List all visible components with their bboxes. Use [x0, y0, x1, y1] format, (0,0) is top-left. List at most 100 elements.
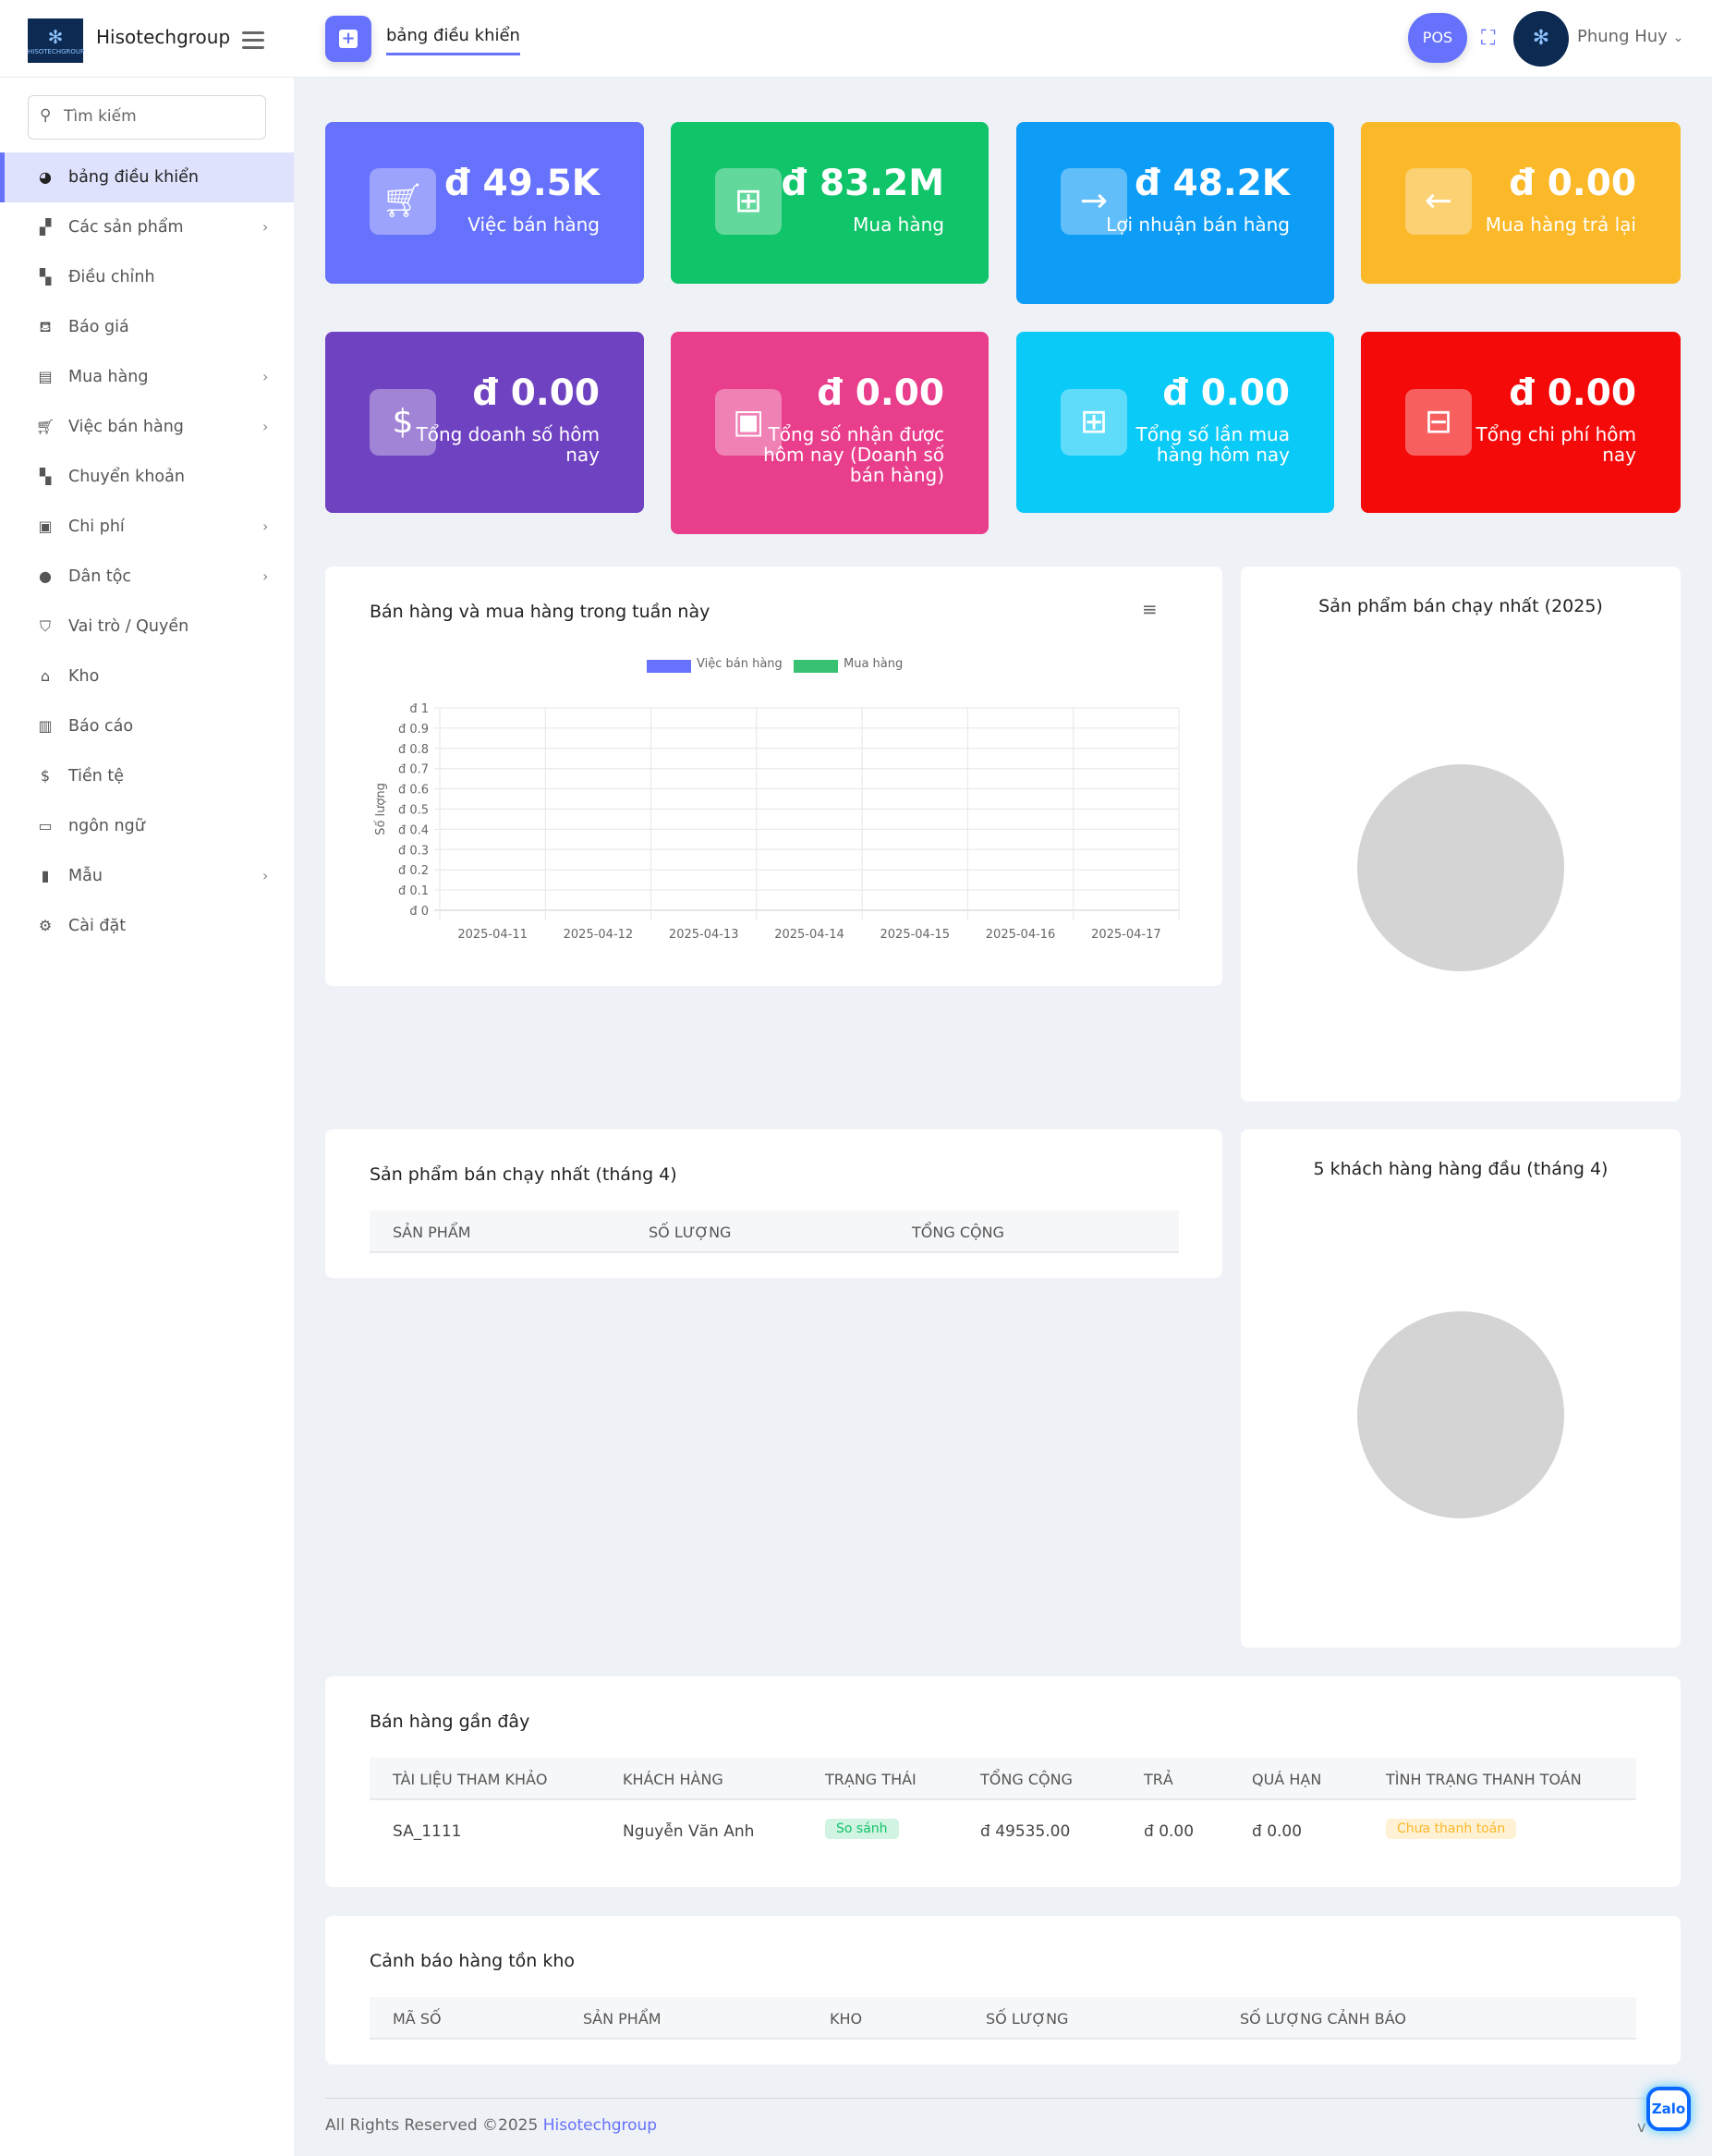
sidebar-item-label: Chuyển khoản [68, 468, 185, 486]
sidebar-item[interactable]: ▤ Mua hàng › [0, 352, 294, 402]
sidebar-item-label: Điều chỉnh [68, 268, 155, 286]
stock-alert-card: Cảnh báo hàng tồn kho MÃ SỐ SẢN PHẨM KHO… [325, 1916, 1681, 2065]
x-tick-label: 2025-04-15 [880, 928, 951, 942]
column-header: SỐ LƯỢNG [986, 2010, 1069, 2028]
chart-title: Bán hàng và mua hàng trong tuần này [370, 602, 710, 622]
sidebar-item[interactable]: ▚ Chuyển khoản [0, 452, 294, 502]
y-tick-label: đ 0.1 [398, 884, 429, 898]
sales-purchases-chart-card: Bán hàng và mua hàng trong tuần này ≡ Vi… [325, 566, 1222, 986]
sidebar-item[interactable]: ⚙ Cài đặt [0, 901, 294, 951]
shield-icon: ⛉ [39, 617, 51, 635]
sidebar-item[interactable]: ▣ Chi phí › [0, 502, 294, 552]
stat-label: Mua hàng trả lại [1485, 213, 1636, 236]
footer-divider [325, 2098, 1681, 2099]
stat-card[interactable]: → đ 48.2K Lợi nhuận bán hàng [1016, 122, 1334, 304]
column-header: KHO [830, 2010, 863, 2028]
user-icon: ● [39, 567, 52, 585]
column-header: TỔNG CỘNG [912, 1224, 1004, 1241]
zalo-chat-button[interactable]: Zalo [1646, 2087, 1691, 2131]
home-icon: ⌂ [40, 667, 51, 685]
stat-card[interactable]: ▣ đ 0.00 Tổng số nhận được hôm nay (Doanh … [671, 332, 989, 534]
column-header: SẢN PHẨM [393, 1224, 471, 1241]
column-header: TRẠNG THÁI [825, 1771, 917, 1788]
search-input[interactable]: ⚲ Tìm kiếm [28, 95, 266, 140]
sidebar-item-label: Báo cáo [68, 717, 134, 736]
breadcrumb[interactable]: bảng điều khiển [386, 26, 520, 55]
stat-label: Lợi nhuận bán hàng [1106, 213, 1290, 236]
sidebar-item[interactable]: 🛒︎ Việc bán hàng › [0, 402, 294, 452]
table-row[interactable]: SA_1111 Nguyễn Văn Anh So sánh đ 49535.0… [370, 1802, 1636, 1863]
due-cell: đ 0.00 [1252, 1822, 1303, 1841]
stat-value: đ 48.2K [1135, 163, 1290, 204]
sidebar-item[interactable]: ▥ Báo cáo [0, 701, 294, 751]
sidebar-item[interactable]: ▞ Các sản phẩm › [0, 202, 294, 252]
column-header: TRẢ [1144, 1771, 1173, 1788]
fullscreen-icon[interactable]: ⛶ [1481, 27, 1496, 50]
search-icon: ⚲ [40, 106, 52, 125]
stat-card[interactable]: ⊟ đ 0.00 Tổng chi phí hôm nay [1361, 332, 1681, 513]
sidebar [0, 78, 294, 2156]
ref-cell: SA_1111 [393, 1822, 462, 1841]
best-sellers-year-title: Sản phẩm bán chạy nhất (2025) [1318, 596, 1603, 616]
stat-card[interactable]: 🛒︎ đ 49.5K Việc bán hàng [325, 122, 644, 284]
pos-button[interactable]: POS [1408, 13, 1467, 63]
user-menu[interactable]: Phung Huy ⌄ [1577, 27, 1683, 46]
sidebar-item[interactable]: ▚ Điều chỉnh [0, 252, 294, 302]
arrow-left-icon: ← [1405, 168, 1472, 235]
column-header: SỐ LƯỢNG CẢNH BÁO [1240, 2010, 1406, 2028]
sidebar-item[interactable]: $ Tiền tệ [0, 751, 294, 801]
stat-card[interactable]: ⊞ đ 0.00 Tổng số lần mua hàng hôm nay [1016, 332, 1334, 513]
stat-card[interactable]: ⊞ đ 83.2M Mua hàng [671, 122, 989, 284]
stat-value: đ 0.00 [472, 372, 600, 414]
sidebar-item[interactable]: ⌂ Kho [0, 652, 294, 701]
y-tick-label: đ 0.3 [398, 844, 429, 858]
stat-label: Tổng số nhận được hôm nay (Doanh số bán … [763, 423, 944, 486]
dollar-icon: $ [370, 389, 436, 456]
quick-add-button[interactable]: + [325, 16, 371, 62]
arrow-right-icon: → [1061, 168, 1127, 235]
x-tick-label: 2025-04-13 [669, 928, 739, 942]
column-header: QUÁ HẠN [1252, 1771, 1322, 1788]
receipt-icon: ▤ [38, 368, 53, 385]
sidebar-item[interactable]: ▮ Mẫu › [0, 851, 294, 901]
table-header: SẢN PHẨM SỐ LƯỢNG TỔNG CỘNG [370, 1211, 1179, 1253]
money-icon: ▣ [715, 389, 782, 456]
x-tick-label: 2025-04-16 [986, 928, 1056, 942]
chevron-right-icon: › [262, 368, 269, 385]
stat-value: đ 0.00 [1509, 372, 1636, 414]
y-tick-label: đ 0.5 [398, 804, 429, 818]
plus-icon: + [339, 30, 358, 48]
sidebar-item[interactable]: ▭ ngôn ngữ [0, 801, 294, 851]
stat-label: Tổng chi phí hôm nay [1475, 423, 1636, 466]
best-sellers-month-card: Sản phẩm bán chạy nhất (tháng 4) SẢN PHẨ… [325, 1129, 1222, 1278]
cart-icon: 🛒︎ [370, 168, 436, 235]
sidebar-item[interactable]: ◕ bảng điều khiển [0, 152, 294, 202]
sidebar-item[interactable]: ⛉ Vai trò / Quyền [0, 602, 294, 652]
stat-value: đ 0.00 [1509, 163, 1636, 204]
file-icon: ▮ [41, 867, 50, 884]
pie-chart-placeholder [1357, 1311, 1564, 1518]
menu-toggle-icon[interactable] [242, 31, 264, 54]
stat-value: đ 49.5K [444, 163, 600, 204]
table-header: TÀI LIỆU THAM KHẢO KHÁCH HÀNG TRẠNG THÁI… [370, 1758, 1636, 1800]
stat-card[interactable]: ← đ 0.00 Mua hàng trả lại [1361, 122, 1681, 284]
sidebar-item[interactable]: ● Dân tộc › [0, 552, 294, 602]
sidebar-item-label: Mua hàng [68, 368, 149, 386]
sidebar-item[interactable]: ⛾ Báo giá [0, 302, 294, 352]
avatar[interactable]: ✻ [1513, 11, 1569, 67]
copyright-text: All Rights Reserved ©2025 [325, 2116, 539, 2135]
top-customers-title: 5 khách hàng hàng đầu (tháng 4) [1313, 1159, 1609, 1179]
cart-plus-icon: ⊞ [715, 168, 782, 235]
search-placeholder: Tìm kiếm [64, 107, 137, 126]
stat-label: Mua hàng [853, 213, 944, 236]
stat-card[interactable]: $ đ 0.00 Tổng doanh số hôm nay [325, 332, 644, 513]
chevron-right-icon: › [262, 518, 269, 535]
user-name: Phung Huy [1577, 27, 1668, 46]
sidebar-item-label: Cài đặt [68, 917, 127, 935]
footer-link[interactable]: Hisotechgroup [542, 2116, 658, 2135]
chart-menu-icon[interactable]: ≡ [1142, 598, 1158, 620]
sidebar-item-label: Vai trò / Quyền [68, 617, 189, 636]
y-tick-label: đ 0 [409, 905, 429, 919]
sidebar-item-label: Kho [68, 667, 100, 686]
logo: ✻ HISOTECHGROUP [28, 18, 84, 63]
